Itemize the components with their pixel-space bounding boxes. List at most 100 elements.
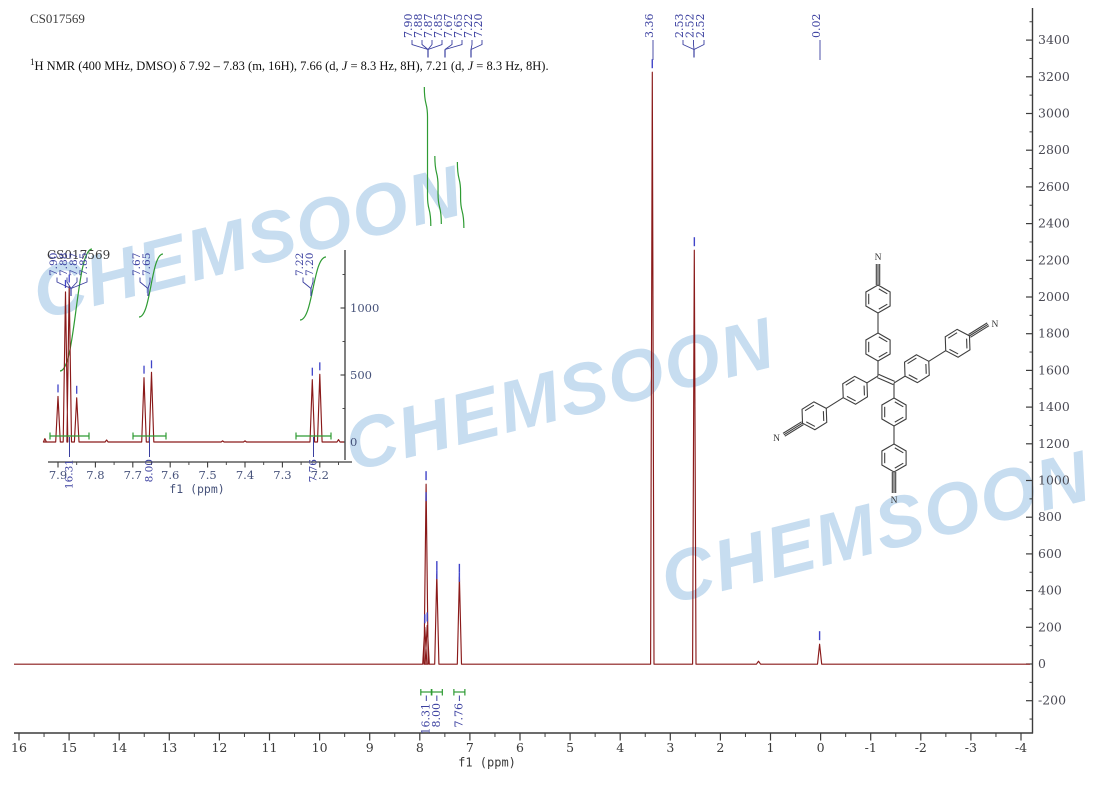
nmr-assignment-caption: 1H NMR (400 MHz, DMSO) δ 7.92 – 7.83 (m,…	[30, 57, 549, 74]
y-tick-label: 1600	[1038, 362, 1070, 377]
peak-label: 2.52	[694, 14, 707, 39]
caption-j-coupling-2: J	[467, 59, 474, 74]
peak-label: 0.02	[810, 14, 823, 39]
x-tick-label: 15	[61, 740, 77, 755]
integral-value: 8.00	[430, 703, 443, 728]
inset-x-tick-label: 7.9	[49, 468, 67, 482]
inset-x-tick-label: 7.5	[198, 468, 216, 482]
y-tick-label: 2400	[1038, 216, 1070, 231]
inset-integral-curve	[138, 253, 164, 318]
x-tick-label: 4	[616, 740, 624, 755]
x-tick-label: 12	[211, 740, 227, 755]
benzene-ring	[865, 332, 891, 362]
inset-x-tick-label: 7.8	[86, 468, 104, 482]
inset-integral-value: 7.76	[308, 459, 320, 483]
peak-label: 7.87	[422, 14, 435, 39]
y-tick-label: 800	[1038, 509, 1062, 524]
benzene-ring	[903, 354, 930, 384]
skeleton-bonds	[826, 313, 946, 444]
main-axes: 16 15 14 13 12 11 10 9 8 7 6 5 4 3 2 1 0 -1 -2 -3 -4f1 (ppm)…	[11, 8, 1070, 770]
nitrile-bonds	[782, 264, 990, 493]
x-tick-label: 6	[516, 740, 524, 755]
leader-line	[411, 40, 429, 50]
central-double-bond	[877, 373, 895, 386]
leader-line	[693, 40, 705, 50]
inset-axes: 7.9 7.8 7.7 7.6 7.5 7.4 7.3 7.2 f1 (ppm) 1000 500 0…	[47, 248, 379, 496]
inset-peak-label: 7.85	[78, 253, 90, 276]
peak-label: 7.90	[402, 14, 415, 39]
y-tick-label: 1800	[1038, 326, 1070, 341]
caption-text-2: = 8.3 Hz, 8H), 7.21 (d,	[347, 59, 468, 74]
inset-spectrum-trace	[42, 274, 344, 443]
x-tick-label: -2	[915, 740, 927, 755]
inset-peak-label: 7.67	[131, 253, 143, 276]
inset-x-tick-label: 7.2	[311, 468, 329, 482]
y-tick-label: 1200	[1038, 436, 1070, 451]
caption-text-1: H NMR (400 MHz, DMSO) δ 7.92 – 7.83 (m, …	[34, 59, 342, 74]
y-tick-label: 600	[1038, 546, 1062, 561]
x-tick-label: 3	[666, 740, 674, 755]
inset-peak-label: 7.65	[141, 253, 153, 276]
peak-label: 7.65	[452, 14, 465, 39]
inset-integral-curves	[59, 248, 327, 372]
inset-x-axis-title: f1 (ppm)	[169, 482, 224, 496]
benzene-ring	[842, 375, 869, 405]
x-tick-label: -4	[1015, 740, 1027, 755]
y-tick-label: 1000	[1038, 473, 1070, 488]
inset-x-tick-label: 7.7	[124, 468, 142, 482]
inset-leader-line	[139, 277, 149, 289]
molecule-structure: N N N N	[773, 253, 999, 506]
peak-label: 3.36	[643, 14, 656, 39]
benzene-rings	[801, 284, 971, 473]
inset-leader-line	[302, 277, 312, 289]
main-integral-labels: 16.318.00 7.76	[420, 689, 466, 735]
inset-peak-label: 7.22	[294, 253, 306, 276]
inset-leader-line	[66, 277, 72, 289]
main-spectrum-trace	[14, 59, 1030, 665]
x-tick-label: 11	[262, 740, 278, 755]
nitrogen-atom-label: N	[992, 320, 999, 330]
inset-peak-label: 7.90	[48, 253, 60, 276]
leader-line	[682, 40, 695, 50]
leader-line	[427, 40, 443, 50]
y-tick-label: 1400	[1038, 399, 1070, 414]
inset-x-tick-label: 7.3	[273, 468, 291, 482]
inset-leader-line	[70, 277, 88, 289]
benzene-ring	[801, 401, 828, 431]
caption-text-3: = 8.3 Hz, 8H).	[473, 59, 549, 74]
y-tick-label: 2000	[1038, 289, 1070, 304]
peak-label: 7.67	[442, 14, 455, 39]
benzene-ring	[881, 397, 907, 427]
y-tick-label: 200	[1038, 619, 1062, 634]
y-tick-label: 2800	[1038, 142, 1070, 157]
y-tick-label: 2200	[1038, 252, 1070, 267]
x-tick-label: -3	[965, 740, 977, 755]
x-axis-title: f1 (ppm)	[458, 756, 516, 770]
x-tick-label: -1	[865, 740, 877, 755]
nitrogen-atom-label: N	[773, 434, 780, 444]
peak-label: 7.88	[412, 14, 425, 39]
leader-line	[444, 40, 463, 50]
inset-peak-label: 7.87	[68, 253, 80, 276]
nitrogen-atom-label: N	[875, 253, 882, 263]
integral-curve	[456, 161, 465, 229]
caption-superscript: 1	[30, 57, 35, 67]
inset-leader-line	[310, 277, 314, 289]
main-peak-labels: 7.907.887.877.857.677.657.227.20 3.36 2.53…	[402, 14, 823, 60]
benzene-ring	[881, 443, 907, 473]
integral-curve	[434, 155, 442, 225]
peak-label: 7.20	[472, 14, 485, 39]
inset-integral-value: 16.31	[64, 459, 76, 489]
integral-value: 7.76	[453, 703, 466, 728]
y-tick-label: 2600	[1038, 179, 1070, 194]
sample-id: CS017569	[30, 11, 85, 26]
inset-expansion-plot: 7.9 7.8 7.7 7.6 7.5 7.4 7.3 7.2 f1 (ppm) 1000 500 0…	[42, 248, 379, 496]
inset-peak-label: 7.88	[58, 253, 70, 276]
nitrogen-atom-label: N	[891, 496, 898, 506]
leader-line	[470, 40, 473, 50]
inset-leader-line	[147, 277, 151, 289]
x-tick-label: 8	[416, 740, 424, 755]
inset-y-tick-label: 500	[350, 368, 372, 382]
x-tick-label: 9	[366, 740, 374, 755]
